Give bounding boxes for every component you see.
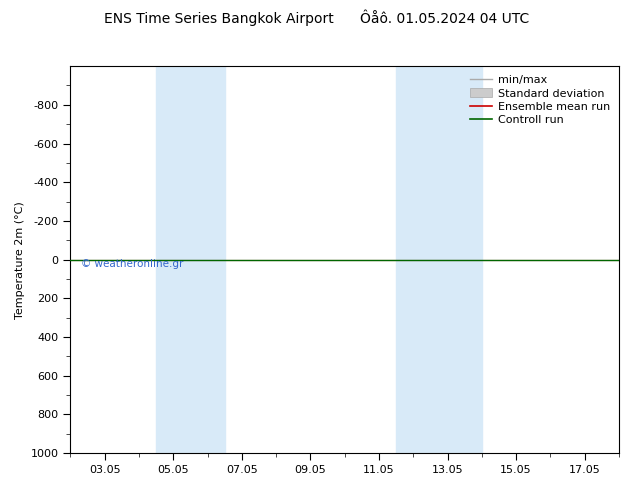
Text: ENS Time Series Bangkok Airport      Ôåô. 01.05.2024 04 UTC: ENS Time Series Bangkok Airport Ôåô. 01.… [105,10,529,26]
Text: © weatheronline.gr: © weatheronline.gr [81,259,184,269]
Legend: min/max, Standard deviation, Ensemble mean run, Controll run: min/max, Standard deviation, Ensemble me… [467,72,614,129]
Y-axis label: Temperature 2m (°C): Temperature 2m (°C) [15,201,25,318]
Bar [396,66,482,453]
Bar [156,66,224,453]
